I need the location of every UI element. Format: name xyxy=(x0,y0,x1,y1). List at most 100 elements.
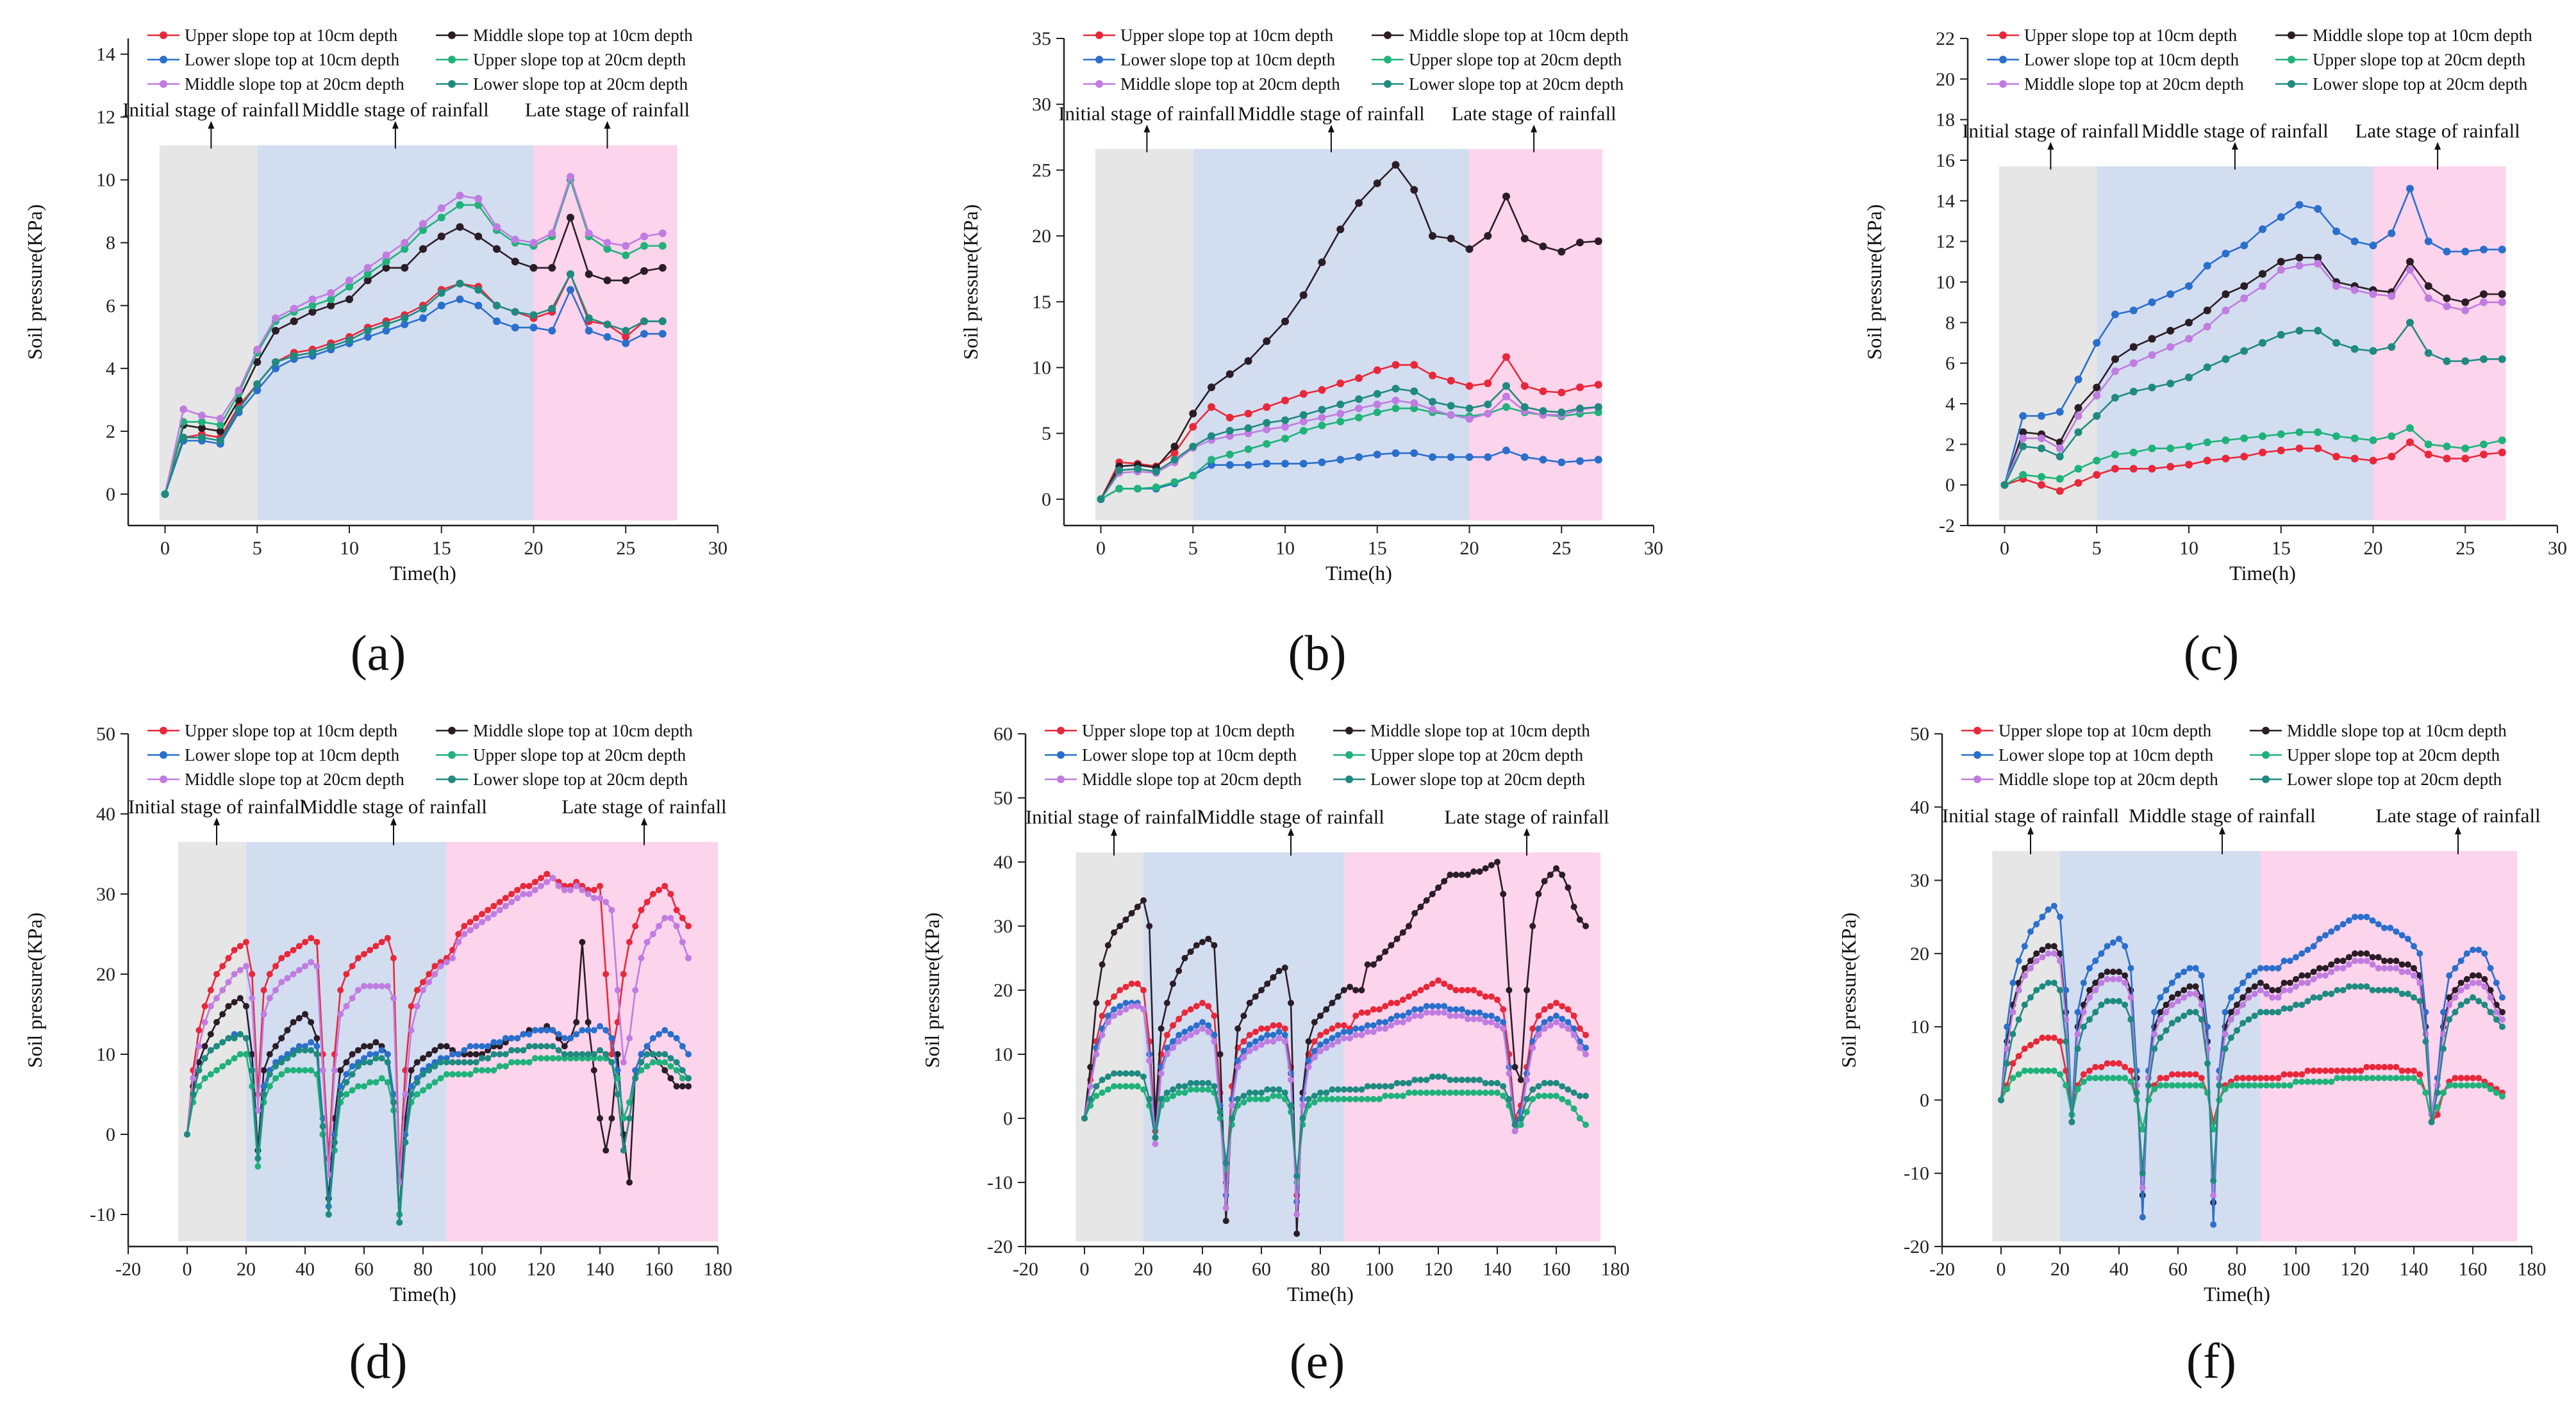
chart4-point-middle20 xyxy=(1199,1025,1206,1032)
chart1-point-lower20 xyxy=(1520,403,1529,411)
chart4-stage-arrowhead-1 xyxy=(1288,828,1294,836)
chart3-legend-entry: Lower slope top at 10cm depth xyxy=(185,745,400,765)
chart3-stage-label-1: Middle stage of rainfall xyxy=(300,795,487,818)
chart0-point-middle20 xyxy=(548,229,556,237)
chart4-point-middle10 xyxy=(1376,955,1383,961)
chart3-point-lower20 xyxy=(449,1059,456,1066)
chart3-point-middle20 xyxy=(472,923,479,929)
chart1-point-lower10 xyxy=(1447,453,1455,461)
chart4-point-upper20 xyxy=(1565,1099,1572,1106)
chart4-point-middle10 xyxy=(1252,993,1259,1000)
chart3-point-upper10 xyxy=(520,883,527,890)
chart5-point-upper20 xyxy=(2310,1078,2317,1085)
chart4-point-upper20 xyxy=(1447,1090,1454,1096)
chart4-point-lower20 xyxy=(1565,1086,1572,1093)
chart4-point-upper10 xyxy=(1246,1032,1253,1038)
chart2-point-middle10 xyxy=(2314,254,2322,261)
chart1-legend-entry: Upper slope top at 20cm depth xyxy=(1409,50,1622,69)
chart5-point-middle10 xyxy=(2045,943,2052,950)
chart4-point-middle20 xyxy=(1494,1022,1500,1029)
chart4-point-lower10 xyxy=(1347,1029,1353,1035)
chart5-point-middle10 xyxy=(2033,950,2040,957)
chart0-point-middle10 xyxy=(585,270,593,278)
chart3-point-lower20 xyxy=(266,1071,273,1078)
chart2-point-lower20 xyxy=(2129,388,2138,395)
chart3-point-upper10 xyxy=(644,899,651,906)
chart4-point-lower10 xyxy=(1211,1032,1218,1038)
chart4-point-middle20 xyxy=(1511,1128,1518,1134)
chart2-point-middle10 xyxy=(2185,319,2193,327)
chart2-point-upper10 xyxy=(2480,451,2488,459)
chart1-panel-label: (b) xyxy=(1288,625,1347,681)
chart3-stage-label-0: Initial stage of rainfall xyxy=(128,795,305,818)
chart4-point-middle20 xyxy=(1229,1102,1235,1109)
chart4-point-upper10 xyxy=(1358,1009,1365,1016)
chart5-point-lower10 xyxy=(2192,965,2199,972)
chart3-point-upper10 xyxy=(531,879,538,886)
chart5-point-middle10 xyxy=(2086,987,2093,993)
chart5-point-middle20 xyxy=(2004,1045,2011,1052)
chart1-point-middle20 xyxy=(1355,404,1363,413)
chart5-point-upper10 xyxy=(2109,1060,2116,1067)
chart5-point-lower20 xyxy=(2245,1016,2252,1023)
chart1-legend-swatch-dot xyxy=(1095,56,1103,63)
chart5-point-middle20 xyxy=(2127,994,2134,1001)
chart2-legend-entry: Middle slope top at 10cm depth xyxy=(2313,26,2532,45)
chart1-point-upper10 xyxy=(1429,371,1436,379)
chart5-point-lower20 xyxy=(2251,1013,2258,1019)
chart4-point-lower20 xyxy=(1517,1115,1524,1122)
chart3-point-upper10 xyxy=(390,955,397,961)
chart3-point-middle10 xyxy=(597,1115,603,1122)
chart2-point-middle20 xyxy=(2111,367,2119,376)
chart5-point-lower20 xyxy=(2369,987,2376,993)
chart5-point-upper20 xyxy=(2192,1082,2199,1089)
chart3-point-lower10 xyxy=(555,1031,562,1038)
chart5-point-lower20 xyxy=(2363,983,2370,990)
chart3-point-upper20 xyxy=(284,1067,291,1073)
chart3-point-upper20 xyxy=(195,1083,203,1090)
chart3-point-middle10 xyxy=(237,995,244,1002)
chart1-point-lower10 xyxy=(1520,453,1529,461)
chart2-point-middle20 xyxy=(2038,434,2045,442)
chart4-point-middle10 xyxy=(1240,1013,1247,1019)
chart5-point-upper20 xyxy=(2322,1078,2329,1085)
chart5-point-lower20 xyxy=(2086,1016,2093,1023)
chart3-point-lower20 xyxy=(207,1047,214,1054)
chart4-point-middle20 xyxy=(1163,1051,1170,1057)
chart3-point-upper10 xyxy=(260,987,267,993)
chart2-point-middle20 xyxy=(2369,290,2377,298)
chart5-point-middle20 xyxy=(2139,1184,2146,1191)
chart4-point-middle20 xyxy=(1134,1003,1141,1009)
chart4-point-upper20 xyxy=(1170,1093,1176,1099)
chart0-xtick-label: 5 xyxy=(253,538,262,559)
chart3-ytick-label: 30 xyxy=(96,884,115,905)
chart4-point-lower10 xyxy=(1281,1032,1288,1038)
chart2-point-upper20 xyxy=(2148,444,2156,452)
chart4-point-upper20 xyxy=(1364,1096,1371,1102)
chart4-point-lower20 xyxy=(1217,1109,1224,1115)
chart4-point-lower10 xyxy=(1323,1038,1330,1045)
chart2-point-middle10 xyxy=(2148,335,2156,343)
chart3-point-upper20 xyxy=(555,1055,562,1062)
chart2-point-upper10 xyxy=(2332,452,2340,461)
chart5-point-middle20 xyxy=(2411,972,2417,979)
chart3-point-middle10 xyxy=(561,1043,568,1050)
chart4-point-middle20 xyxy=(1140,1006,1147,1013)
chart4-point-middle20 xyxy=(1423,1009,1430,1016)
chart4-point-upper20 xyxy=(1576,1115,1583,1122)
chart4-ytick-label: -20 xyxy=(987,1236,1013,1257)
chart5-point-middle20 xyxy=(2009,1009,2016,1016)
chart4-point-lower10 xyxy=(1541,1019,1548,1025)
chart4-point-middle20 xyxy=(1583,1051,1589,1057)
chart4-point-lower20 xyxy=(1470,1077,1477,1083)
chart5-point-lower10 xyxy=(2151,1009,2158,1016)
chart5-point-lower20 xyxy=(2133,1090,2140,1096)
chart0-legend-entry: Lower slope top at 10cm depth xyxy=(185,50,400,69)
chart4-point-lower10 xyxy=(1458,1006,1465,1013)
chart4-point-lower10 xyxy=(1382,1019,1389,1025)
chart5-point-middle20 xyxy=(2186,990,2193,997)
chart0-point-lower10 xyxy=(382,327,390,335)
chart1-point-lower20 xyxy=(1502,382,1510,390)
chart4-point-upper10 xyxy=(1417,987,1424,993)
